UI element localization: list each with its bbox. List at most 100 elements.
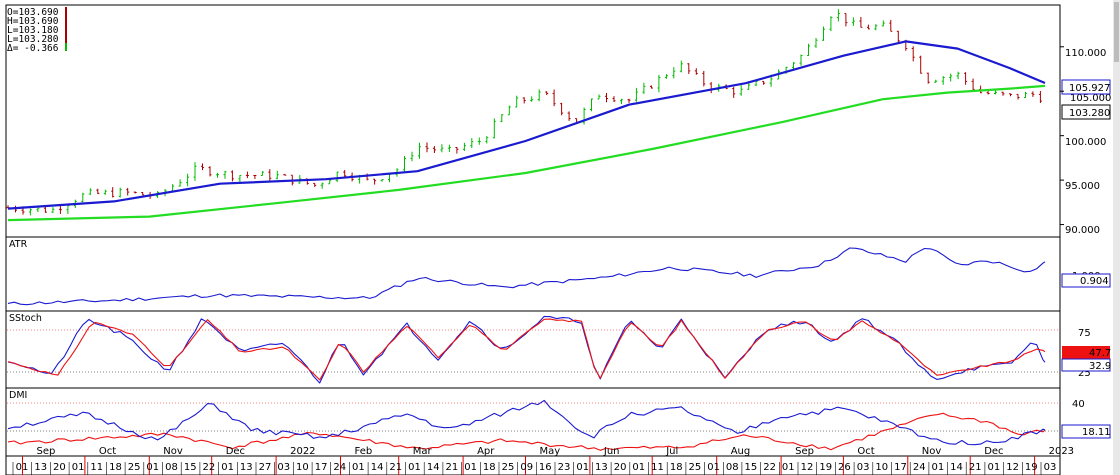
- price-bar: [275, 170, 279, 180]
- price-bar: [836, 9, 840, 22]
- month-label: Oct: [857, 446, 874, 457]
- price-bar: [313, 182, 317, 187]
- day-label: 20: [53, 462, 66, 473]
- price-bar: [649, 85, 653, 89]
- price-bar: [1031, 91, 1035, 97]
- dmi-lines: [7, 399, 1046, 451]
- price-bar: [851, 17, 855, 26]
- day-label: 01: [352, 462, 365, 473]
- price-bar: [103, 189, 107, 195]
- day-label: 22: [203, 462, 216, 473]
- day-label: 14: [427, 462, 440, 473]
- day-label: 03: [277, 462, 290, 473]
- dmi-badge: [1061, 424, 1111, 439]
- month-label: May: [540, 446, 561, 457]
- price-bar: [530, 96, 534, 102]
- price-bar: [477, 137, 481, 145]
- price-bar: [410, 151, 414, 162]
- price-bar: [283, 173, 287, 176]
- month-label: Mar: [413, 446, 433, 457]
- day-label: 18: [483, 462, 496, 473]
- month-label: Dec: [984, 446, 1003, 457]
- price-tick-label: 90.000: [1065, 225, 1100, 236]
- month-label: Dec: [226, 446, 245, 457]
- price-bar: [1016, 93, 1020, 100]
- month-label: Sep: [37, 446, 56, 457]
- month-label: Jun: [603, 446, 620, 457]
- price-bar: [919, 55, 923, 74]
- price-bar: [597, 94, 601, 100]
- price-bar: [133, 191, 137, 194]
- month-label: Sep: [795, 446, 814, 457]
- price-bar: [672, 67, 676, 79]
- price-bar: [545, 91, 549, 96]
- dmi-label-40: 40: [1072, 399, 1085, 410]
- day-label: 01: [221, 462, 234, 473]
- price-bar: [702, 70, 706, 87]
- price-bar: [537, 89, 541, 102]
- price-bar: [971, 78, 975, 92]
- price-bar: [522, 97, 526, 104]
- price-bar: [186, 173, 190, 187]
- day-label: 01: [632, 462, 645, 473]
- stoch-k-line: [7, 318, 1046, 381]
- day-labels: 01 13 20 01 11 18 25 01 08 15 22 01 13 27 03 10 17 24 01 14…: [12, 462, 1056, 475]
- price-bar: [859, 17, 863, 28]
- price-bar: [492, 118, 496, 139]
- price-bar: [223, 170, 227, 179]
- day-label: 20: [614, 462, 627, 473]
- price-bar: [926, 72, 930, 84]
- price-bar: [694, 68, 698, 75]
- day-label: 01: [576, 462, 589, 473]
- date-axis: [5, 455, 1061, 475]
- stoch-k-badge: [1062, 346, 1110, 359]
- price-bar: [470, 138, 474, 148]
- price-bar: [1001, 91, 1005, 96]
- day-label: 01: [932, 462, 945, 473]
- price-bar: [627, 98, 631, 103]
- day-label: 21: [969, 462, 982, 473]
- day-label: 21: [389, 462, 402, 473]
- price-bar: [762, 80, 766, 85]
- price-bar: [440, 144, 444, 153]
- price-bar: [81, 192, 85, 203]
- ma-value-badge: [1061, 79, 1111, 95]
- scrollbar-thumb[interactable]: [1114, 2, 1119, 62]
- day-label: 23: [558, 462, 571, 473]
- price-bar: [343, 170, 347, 178]
- price-bar: [455, 147, 459, 154]
- price-bar: [260, 171, 264, 176]
- scrollbar-track[interactable]: [1113, 0, 1120, 475]
- price-bar: [320, 182, 324, 189]
- day-label: 21: [446, 462, 459, 473]
- month-label: Oct: [99, 446, 116, 457]
- day-label: 10: [875, 462, 888, 473]
- stoch-k-badge-text: 47.7: [1089, 348, 1111, 359]
- day-label: 09: [520, 462, 533, 473]
- day-label: 08: [165, 462, 178, 473]
- price-bar: [178, 179, 182, 187]
- price-tick-label: 110.000: [1065, 48, 1106, 59]
- day-label: 17: [315, 462, 328, 473]
- day-label: 14: [950, 462, 963, 473]
- month-label: Nov: [163, 446, 183, 457]
- last-price-badge: [1061, 104, 1111, 120]
- price-bar: [567, 111, 571, 121]
- price-bar: [111, 187, 115, 198]
- price-bar: [51, 207, 55, 213]
- price-bar: [58, 205, 62, 214]
- day-label: 01: [782, 462, 795, 473]
- moving-averages: [7, 40, 1046, 222]
- price-bar: [620, 98, 623, 105]
- price-bar: [934, 79, 938, 83]
- price-bar: [799, 54, 803, 66]
- price-bar: [612, 96, 616, 102]
- stoch-d-badge-text: 32.9: [1089, 361, 1111, 372]
- day-label: 01: [707, 462, 720, 473]
- month-label: Jul: [665, 446, 678, 457]
- price-bars: [6, 9, 1042, 216]
- stoch-title: SStoch: [9, 313, 42, 324]
- price-bar: [956, 71, 960, 80]
- day-label: 01: [988, 462, 1001, 473]
